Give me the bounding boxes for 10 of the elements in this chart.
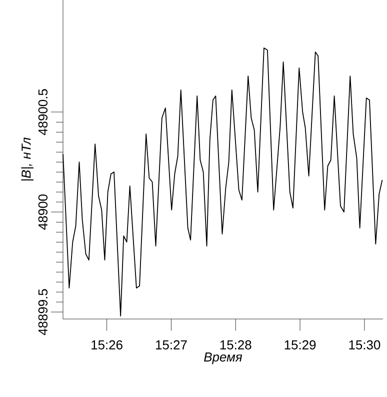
y-axis-title: |B|, нТл <box>21 138 34 180</box>
x-tick-label: 15:26 <box>92 340 122 350</box>
x-tick-label: 15:29 <box>284 340 316 350</box>
x-axis-title: Время <box>204 352 242 364</box>
x-tick-label: 15:28 <box>220 340 252 350</box>
y-tick-label: 48900.5 <box>38 89 48 136</box>
y-tick-label: 48899.5 <box>38 289 48 336</box>
x-tick-label: 15:27 <box>156 340 187 350</box>
y-tick-label: 48900 <box>38 194 48 230</box>
x-tick-label: 15:30 <box>349 340 380 350</box>
